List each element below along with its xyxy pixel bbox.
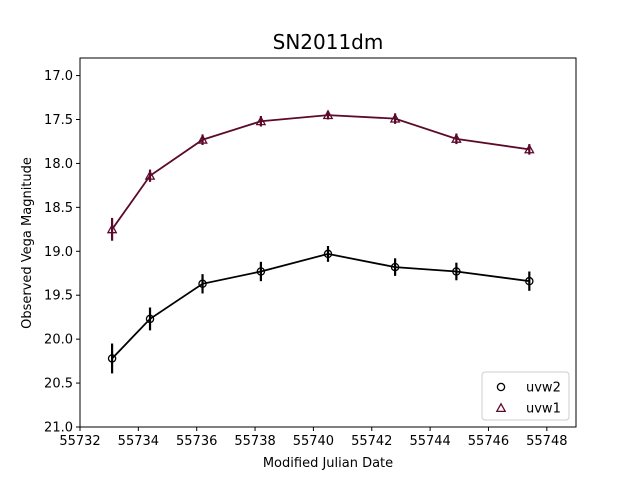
y-tick-label: 20.0 bbox=[44, 333, 73, 348]
y-axis-label: Observed Vega Magnitude bbox=[20, 157, 35, 329]
y-axis: 17.0 17.5 18.0 18.5 19.0 19.5 20.0 20.5 21.0 bbox=[44, 69, 80, 436]
data-point-uvw1 bbox=[451, 133, 462, 143]
x-tick-label: 55734 bbox=[118, 434, 159, 449]
data-point-uvw2 bbox=[323, 249, 333, 259]
data-point-uvw1 bbox=[255, 115, 267, 126]
legend-label-uvw2: uvw2 bbox=[526, 381, 561, 396]
legend: uvw2 uvw1 bbox=[481, 371, 570, 421]
legend-marker-uvw2 bbox=[496, 382, 506, 392]
x-tick-label: 55738 bbox=[234, 434, 275, 449]
x-tick-label: 55746 bbox=[468, 434, 509, 449]
x-tick-label: 55732 bbox=[59, 434, 100, 449]
x-axis: 55732 55734 55736 55738 55740 55742 55744 55746… bbox=[59, 427, 568, 449]
plot-area bbox=[106, 109, 535, 374]
y-tick-label: 19.5 bbox=[44, 289, 73, 304]
data-point-uvw2 bbox=[145, 314, 155, 324]
data-point-uvw2 bbox=[107, 354, 117, 363]
legend-marker-uvw1 bbox=[495, 402, 507, 413]
data-point-uvw1 bbox=[197, 134, 208, 144]
data-point-uvw1 bbox=[106, 223, 118, 234]
series-line-uvw1 bbox=[111, 114, 530, 230]
y-tick-label: 17.5 bbox=[44, 113, 73, 128]
y-tick-label: 18.5 bbox=[44, 201, 73, 216]
x-tick-label: 55744 bbox=[409, 434, 450, 449]
chart-title: SN2011dm bbox=[273, 30, 384, 54]
legend-label-uvw1: uvw1 bbox=[526, 402, 561, 417]
x-axis-label: Modified Julian Date bbox=[263, 456, 393, 471]
data-point-uvw2 bbox=[390, 262, 400, 272]
series-uvw2 bbox=[107, 246, 534, 374]
data-point-uvw2 bbox=[256, 267, 266, 276]
y-tick-label: 18.0 bbox=[44, 157, 73, 172]
x-tick-label: 55742 bbox=[351, 434, 392, 449]
data-point-uvw2 bbox=[198, 279, 207, 289]
data-point-uvw2 bbox=[525, 276, 534, 286]
x-tick-label: 55740 bbox=[293, 434, 334, 449]
y-tick-label: 17.0 bbox=[44, 69, 73, 84]
data-point-uvw1 bbox=[144, 170, 156, 180]
plot-frame bbox=[79, 57, 577, 428]
series-uvw1 bbox=[106, 109, 535, 241]
y-tick-label: 19.0 bbox=[44, 245, 73, 260]
data-point-uvw1 bbox=[389, 113, 401, 123]
x-tick-label: 55748 bbox=[526, 434, 567, 449]
series-line-uvw2 bbox=[111, 252, 530, 360]
y-tick-label: 20.5 bbox=[44, 377, 73, 392]
data-point-uvw1 bbox=[524, 143, 535, 154]
x-tick-label: 55736 bbox=[176, 434, 217, 449]
data-point-uvw1 bbox=[322, 109, 334, 120]
y-tick-label: 21.0 bbox=[44, 421, 73, 436]
data-point-uvw2 bbox=[452, 267, 461, 276]
